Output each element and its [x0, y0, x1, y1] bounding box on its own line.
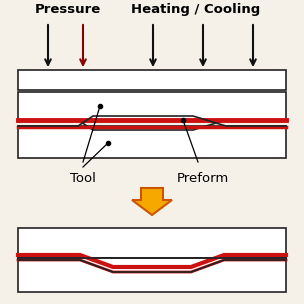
Bar: [18, 70, 286, 90]
Text: Tool: Tool: [70, 172, 96, 185]
Bar: [18, 126, 286, 158]
Text: Pressure: Pressure: [35, 3, 101, 16]
Text: Preform: Preform: [177, 172, 229, 185]
Text: Heating / Cooling: Heating / Cooling: [131, 3, 261, 16]
Bar: [18, 258, 286, 292]
Bar: [18, 92, 286, 120]
Bar: [18, 228, 286, 258]
Polygon shape: [132, 188, 172, 215]
